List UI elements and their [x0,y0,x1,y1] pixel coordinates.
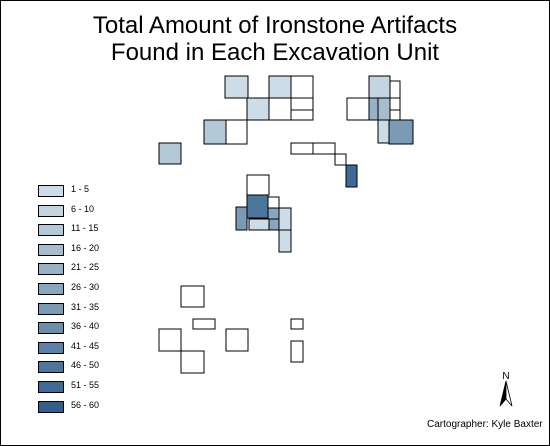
legend-swatch [38,322,64,335]
excavation-unit [203,119,227,145]
legend-swatch [38,341,64,354]
legend-swatch [38,361,64,374]
excavation-unit [389,97,401,111]
legend-swatch [38,224,64,237]
excavation-unit [268,75,292,99]
excavation-unit [290,75,314,99]
excavation-unit [334,153,347,166]
legend-swatch [38,263,64,276]
excavation-unit [346,97,370,121]
excavation-unit [268,97,292,121]
legend-swatch [38,381,64,393]
north-arrow-icon: N [499,371,513,407]
excavation-unit [290,318,304,330]
legend-label: 56 - 60 [71,399,100,410]
excavation-unit [158,328,182,352]
cartographer-credit: Cartographer: Kyle Baxter [427,419,543,430]
excavation-unit [290,142,314,155]
legend-label: 31 - 35 [71,301,100,312]
legend-swatch [38,302,64,315]
excavation-unit [368,75,391,99]
excavation-unit [290,109,314,121]
excavation-unit [389,109,401,121]
excavation-unit [389,80,401,99]
excavation-unit [278,207,292,231]
legend-label: 46 - 50 [71,360,100,371]
map-title-line-2: Found in Each Excavation Unit [110,39,440,66]
excavation-unit [246,174,270,196]
excavation-unit [225,328,249,352]
excavation-unit [278,229,292,253]
legend-label: 26 - 30 [71,282,100,292]
legend-label: 11 - 15 [71,223,99,234]
legend-label: 6 - 10 [71,203,95,214]
excavation-unit [290,340,304,363]
excavation-unit [246,97,270,121]
excavation-unit [388,119,414,145]
legend-label: 16 - 20 [71,242,100,253]
legend-label: 21 - 25 [71,262,100,273]
legend-label: 36 - 40 [71,321,100,332]
excavation-units [158,75,414,374]
legend-swatch [38,400,64,413]
legend-label: 41 - 45 [71,340,100,351]
legend-swatch [38,185,64,197]
excavation-unit [235,206,248,231]
excavation-unit [312,142,336,155]
excavation-unit [345,164,358,188]
excavation-unit [192,318,216,330]
excavation-unit [368,97,379,121]
legend-swatch [38,243,64,256]
excavation-unit [158,142,182,165]
excavation-unit [377,119,390,144]
excavation-unit [246,194,269,219]
excavation-unit [225,119,248,145]
legend-swatch [38,204,64,217]
excavation-unit [377,97,391,121]
excavation-unit [267,207,280,220]
map-title-line-1: Total Amount of Ironstone Artifacts [92,12,458,39]
excavation-unit [224,75,249,99]
excavation-unit [290,97,314,111]
legend-label: 1 - 5 [71,184,90,194]
excavation-unit [248,218,270,231]
legend-label: 51 - 55 [71,380,100,390]
excavation-unit [267,196,280,209]
excavation-unit [180,285,205,308]
legend-swatch [38,283,64,295]
excavation-unit [268,218,280,231]
north-label: N [502,371,509,382]
excavation-unit [180,350,205,374]
